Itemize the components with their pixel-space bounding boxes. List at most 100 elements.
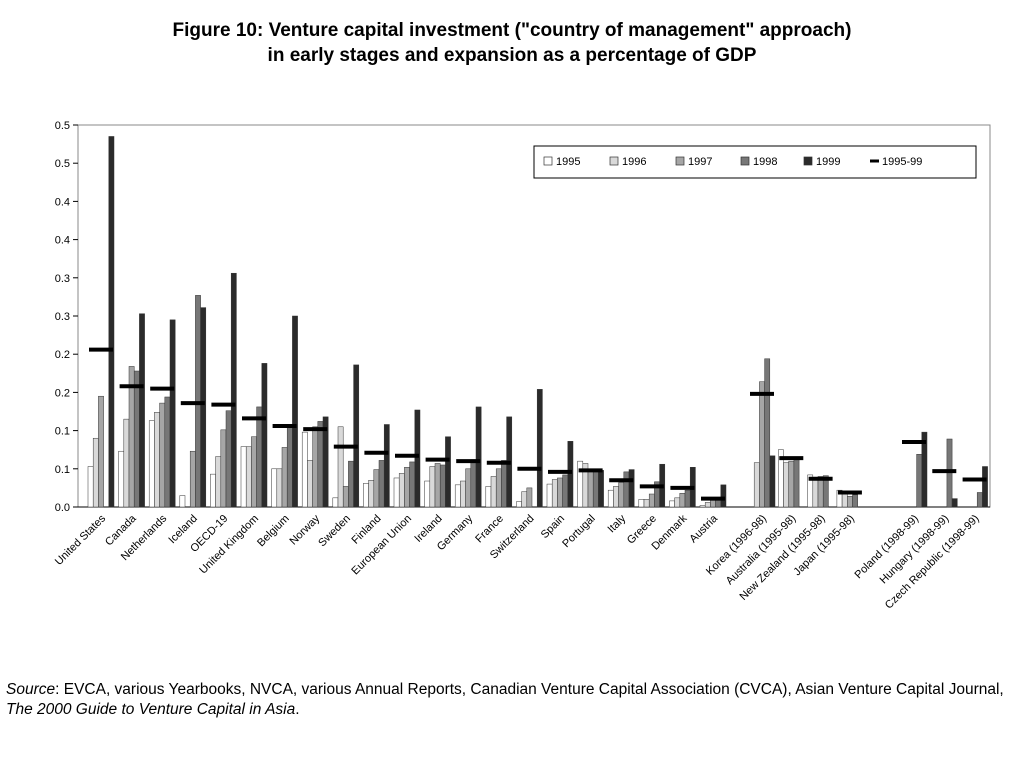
bar-1995 (699, 505, 706, 508)
bar-1995 (87, 466, 94, 508)
bar-1996 (154, 412, 160, 508)
legend-swatch-1997 (675, 156, 685, 166)
bar-1999 (353, 364, 360, 508)
bar-1996 (551, 479, 558, 508)
bar-1998 (501, 460, 507, 508)
bar-1996 (460, 480, 466, 508)
bar-1997 (220, 429, 227, 508)
y-tick-label: 0.5 (55, 158, 70, 170)
bar-1999 (292, 315, 298, 508)
bar-1996 (643, 499, 650, 508)
bar-1996 (812, 480, 819, 508)
bar-1998 (684, 489, 691, 508)
bar-1998 (317, 421, 324, 508)
x-tick-label: Austria (687, 512, 720, 545)
bar-1999 (230, 272, 237, 508)
bar-1996 (753, 462, 760, 508)
bar-1996 (704, 502, 711, 508)
bar-1997 (465, 468, 472, 508)
bar-1998 (225, 410, 232, 508)
bar-1997 (281, 447, 288, 508)
bar-1999 (261, 363, 268, 508)
bar-1996 (841, 492, 848, 508)
bar-1997 (679, 492, 686, 508)
bar-1996 (276, 468, 283, 508)
bar-1995 (179, 495, 186, 508)
bar-1997 (312, 426, 319, 508)
y-tick-label: 0.4 (55, 235, 70, 247)
source-italic-title: The 2000 Guide to Venture Capital in Asi… (6, 701, 296, 718)
bar-1998 (164, 396, 171, 508)
bar-1997 (788, 460, 795, 508)
bar-1995 (393, 477, 400, 508)
bar-1996 (307, 460, 313, 508)
bar-1999 (567, 441, 574, 508)
bar-1997 (759, 381, 765, 508)
y-tick-label: 0.4 (55, 196, 70, 208)
x-tick-label: United States (53, 512, 109, 568)
bar-1999 (445, 436, 451, 508)
legend-swatch-1995 (543, 156, 553, 166)
legend-label: 1999 (816, 156, 840, 168)
bar-1997 (648, 493, 655, 508)
bar-1999 (921, 431, 928, 508)
bar-1997 (159, 402, 166, 508)
y-tick-label: 0.3 (55, 311, 70, 323)
bar-1997 (587, 469, 594, 508)
bar-1999 (628, 469, 635, 508)
bar-1997 (817, 476, 824, 508)
bar-1999 (383, 424, 390, 508)
bar-1998 (592, 470, 599, 508)
bar-1997 (404, 467, 410, 508)
bar-1997 (526, 487, 533, 508)
bar-1997 (618, 482, 625, 508)
bar-1995 (516, 501, 522, 508)
source-text-1: : EVCA, various Yearbooks, NVCA, various… (55, 681, 1004, 698)
legend-swatch-1998 (740, 156, 750, 166)
bar-1995 (546, 483, 553, 508)
bar-1995 (118, 450, 125, 508)
source-text-2: . (295, 701, 300, 718)
bar-1998 (916, 454, 923, 508)
bar-1997 (495, 468, 502, 508)
bar-1997 (342, 486, 349, 508)
chart-title: Figure 10: Venture capital investment ("… (0, 18, 1024, 68)
bar-1998 (286, 426, 293, 508)
bar-1996 (215, 456, 222, 508)
legend-label: 1995-99 (882, 156, 922, 168)
bar-1999 (536, 389, 543, 508)
bar-1996 (368, 480, 375, 508)
y-tick-label: 0.2 (55, 349, 70, 361)
bar-1998 (348, 460, 354, 508)
bar-1998 (715, 499, 722, 508)
x-tick-label: Portugal (560, 513, 597, 550)
bar-1999 (951, 498, 958, 508)
bar-1996 (123, 418, 130, 508)
chart-title-line-2: in early stages and expansion as a perce… (267, 45, 757, 66)
plot-area (77, 124, 991, 508)
bar-1996 (429, 466, 436, 508)
bar-1999 (720, 484, 727, 508)
legend (533, 145, 977, 179)
bar-1996 (490, 476, 497, 508)
bar-1995 (301, 431, 308, 508)
x-tick-label: Sweden (316, 513, 353, 550)
bar-1998 (133, 370, 140, 508)
y-tick-label: 0.2 (55, 387, 70, 399)
bar-1999 (108, 136, 115, 508)
bar-1999 (200, 307, 207, 508)
bar-1995 (240, 446, 247, 508)
bar-1995 (332, 497, 339, 508)
bar-1998 (256, 406, 263, 508)
bar-1996 (521, 491, 528, 508)
x-tick-label: Spain (539, 513, 567, 541)
legend-swatch-1996 (609, 156, 619, 166)
bar-1995 (577, 460, 584, 508)
bar-1995 (210, 473, 216, 508)
y-tick-label: 0.5 (55, 120, 70, 132)
bar-1995 (638, 499, 645, 508)
bar-1998 (822, 475, 829, 508)
bar-1995 (669, 500, 675, 508)
bar-1996 (245, 446, 252, 508)
bar-1997 (373, 469, 380, 508)
